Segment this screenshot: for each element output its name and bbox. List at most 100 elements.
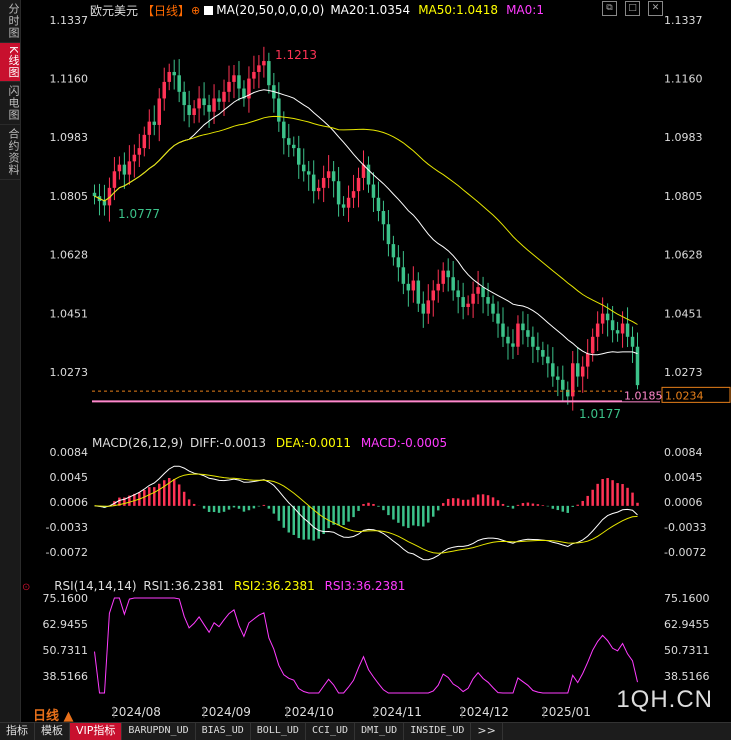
high-label: 1.1213 bbox=[275, 48, 317, 62]
candle-body bbox=[172, 71, 176, 76]
last-price-box bbox=[661, 386, 731, 403]
level-tag-bg bbox=[622, 389, 662, 402]
rsi-axis-label-right: 75.1600 bbox=[664, 592, 710, 605]
candle-body bbox=[521, 323, 525, 331]
candle-body bbox=[381, 211, 386, 225]
tab-dmi[interactable]: DMI_UD bbox=[355, 723, 405, 740]
low-label-right: 1.0177 bbox=[579, 407, 621, 421]
tab-templates[interactable]: 模板 bbox=[35, 723, 70, 740]
candle-body bbox=[366, 164, 371, 185]
candle-body bbox=[267, 61, 271, 86]
candle-body bbox=[436, 283, 440, 291]
candle-body bbox=[132, 154, 137, 162]
macd-diff-line bbox=[94, 465, 638, 561]
candle-body bbox=[615, 330, 620, 334]
candle-body bbox=[605, 313, 610, 321]
macd-dea-line bbox=[94, 473, 638, 554]
tab-vip-indicators[interactable]: VIP指标 bbox=[70, 723, 123, 740]
period-button[interactable]: 日线 ▲ bbox=[33, 709, 74, 724]
tab-indicators[interactable]: 指标 bbox=[0, 723, 35, 740]
candle-body bbox=[157, 98, 161, 125]
rsi-axis-label-right: 62.9455 bbox=[664, 618, 710, 631]
candle-body bbox=[610, 320, 615, 331]
candle-body bbox=[441, 270, 445, 284]
candle-body bbox=[561, 379, 565, 390]
candle-body bbox=[356, 177, 361, 192]
tab-cci[interactable]: CCI_UD bbox=[306, 723, 356, 740]
macd-axis-label-left: -0.0072 bbox=[46, 546, 88, 559]
tab-boll[interactable]: BOLL_UD bbox=[251, 723, 306, 740]
candle-body bbox=[217, 98, 221, 102]
candle-body bbox=[341, 204, 346, 208]
kline-chart[interactable]: 1.1337 1.1337 1.1160 1.1160 1.0983 1.0983 1.08… bbox=[0, 0, 731, 722]
macd-axis-label-left: 0.0045 bbox=[50, 471, 89, 484]
period-tag[interactable]: 【日线】 bbox=[142, 3, 191, 18]
sidebar: 分时图 K线图 闪电图 合约资料 bbox=[0, 0, 21, 722]
candle-body bbox=[306, 171, 311, 175]
candle-body bbox=[551, 363, 555, 377]
candle-body bbox=[486, 297, 490, 304]
macd-axis-label-right: -0.0072 bbox=[664, 546, 706, 559]
watermark: 1QH.CN bbox=[616, 686, 713, 713]
candle-body bbox=[336, 181, 341, 205]
candle-body bbox=[242, 88, 246, 99]
candle-body bbox=[152, 121, 157, 125]
close-icon[interactable]: ✕ bbox=[648, 1, 663, 16]
tab-timeshare[interactable]: 分时图 bbox=[0, 0, 20, 43]
window-buttons: ⧉ □ ✕ bbox=[594, 1, 663, 16]
candle-body bbox=[277, 98, 281, 122]
tab-bias[interactable]: BIAS_UD bbox=[196, 723, 251, 740]
macd-value: MACD:-0.0005 bbox=[360, 436, 448, 450]
time-axis-label: 2024/10 bbox=[284, 705, 334, 719]
rsi-settings-icon[interactable]: ⊙ bbox=[22, 582, 31, 593]
candle-body bbox=[147, 121, 152, 135]
candle-body bbox=[625, 323, 630, 337]
price-axis-label-left: 1.0451 bbox=[50, 307, 89, 320]
candle-body bbox=[531, 336, 535, 347]
tab-inside[interactable]: INSIDE_UD bbox=[404, 723, 472, 740]
tab-contract[interactable]: 合约资料 bbox=[0, 125, 20, 181]
maximize-icon[interactable]: □ bbox=[625, 1, 640, 16]
candle-body bbox=[202, 98, 206, 106]
candle-body bbox=[456, 290, 460, 298]
candle-body bbox=[247, 78, 251, 99]
candle-body bbox=[182, 91, 186, 106]
tab-barupdn[interactable]: BARUPDN_UD bbox=[122, 723, 196, 740]
candle-body bbox=[491, 303, 495, 314]
candle-body bbox=[466, 303, 470, 308]
settings-icon[interactable]: ⊕ bbox=[191, 3, 201, 17]
tab-flash[interactable]: 闪电图 bbox=[0, 82, 20, 126]
rsi-axis-label-left: 62.9455 bbox=[43, 618, 89, 631]
time-axis-label: 2024/09 bbox=[201, 705, 251, 719]
rsi-axis-label-left: 50.7311 bbox=[43, 644, 89, 657]
tab-more[interactable]: >> bbox=[471, 723, 503, 740]
ma-color-icon[interactable] bbox=[204, 5, 214, 15]
macd-dea: DEA:-0.0011 bbox=[275, 436, 351, 450]
candle-body bbox=[297, 148, 301, 165]
ma50-value: MA50:1.0418 bbox=[418, 3, 499, 17]
candle-body bbox=[262, 61, 266, 66]
candle-body bbox=[446, 270, 450, 278]
candle-body bbox=[541, 350, 545, 357]
candle-body bbox=[107, 187, 112, 206]
rsi-axis-label-left: 75.1600 bbox=[43, 592, 89, 605]
candle-body bbox=[575, 363, 580, 377]
restore-icon[interactable]: ⧉ bbox=[602, 1, 617, 16]
candle-body bbox=[590, 336, 595, 354]
candle-body bbox=[222, 91, 226, 102]
tab-kline[interactable]: K线图 bbox=[0, 43, 20, 83]
candle-body bbox=[207, 105, 211, 112]
rsi2-value: RSI2:36.2381 bbox=[233, 579, 315, 593]
candle-body bbox=[361, 164, 366, 178]
chart-header: 欧元美元 【日线】 ⊕ MA(20,50,0,0,0,0) MA20:1.035… bbox=[90, 0, 548, 20]
price-axis-label-left: 1.0273 bbox=[50, 366, 89, 379]
ma50-line bbox=[94, 115, 638, 325]
candle-body bbox=[112, 171, 117, 188]
last-price-label: 1.0234 bbox=[665, 389, 704, 402]
candle-body bbox=[257, 65, 261, 72]
candle-body bbox=[580, 366, 585, 377]
time-axis-label: 2024/11 bbox=[372, 705, 422, 719]
rsi1-value: RSI1:36.2381 bbox=[143, 579, 225, 593]
candle-body bbox=[635, 346, 640, 386]
candle-body bbox=[386, 224, 391, 245]
